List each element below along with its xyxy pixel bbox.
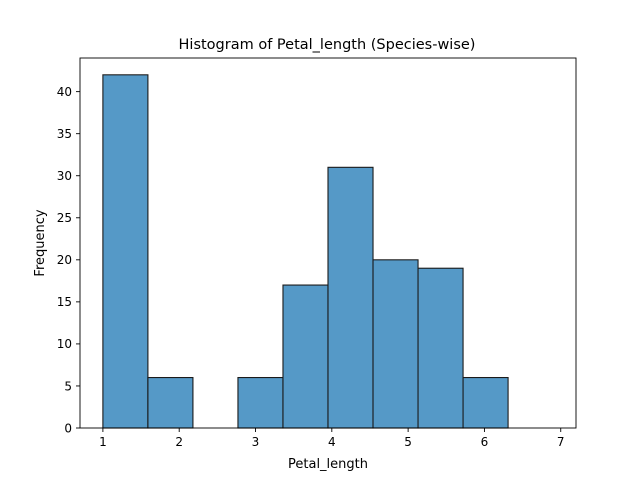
x-tick-label: 1 (99, 435, 107, 449)
x-tick-label: 7 (557, 435, 565, 449)
bars-group (102, 74, 509, 429)
histogram-bar (237, 376, 284, 429)
y-tick-label: 5 (64, 379, 72, 393)
chart-title: Histogram of Petal_length (Species-wise) (179, 37, 476, 53)
histogram-bar (417, 267, 464, 429)
histogram-bar (462, 376, 509, 429)
y-tick-label: 10 (57, 337, 72, 351)
y-tick-label: 35 (57, 127, 72, 141)
y-axis-label: Frequency (33, 209, 48, 276)
x-tick-label: 5 (404, 435, 412, 449)
plot-frame (79, 57, 577, 429)
y-tick-label: 0 (64, 421, 72, 435)
y-tick-label: 25 (57, 211, 72, 225)
y-tick-label: 15 (57, 295, 72, 309)
x-axis-ticks: 1 2 3 4 5 6 7 (99, 428, 565, 449)
x-tick-label: 3 (252, 435, 260, 449)
x-tick-label: 4 (328, 435, 336, 449)
y-tick-label: 40 (57, 85, 72, 99)
histogram-bar (372, 259, 419, 429)
y-axis-ticks: 0 5 10 15 20 25 30 35 40 (57, 85, 80, 435)
y-tick-label: 30 (57, 169, 72, 183)
histogram-bar (102, 74, 149, 429)
x-tick-label: 6 (481, 435, 489, 449)
histogram-bar (147, 376, 194, 429)
histogram-bar (282, 284, 329, 429)
y-tick-label: 20 (57, 253, 72, 267)
histogram-bar (327, 166, 374, 429)
x-axis-label: Petal_length (288, 457, 368, 472)
x-tick-label: 2 (175, 435, 183, 449)
